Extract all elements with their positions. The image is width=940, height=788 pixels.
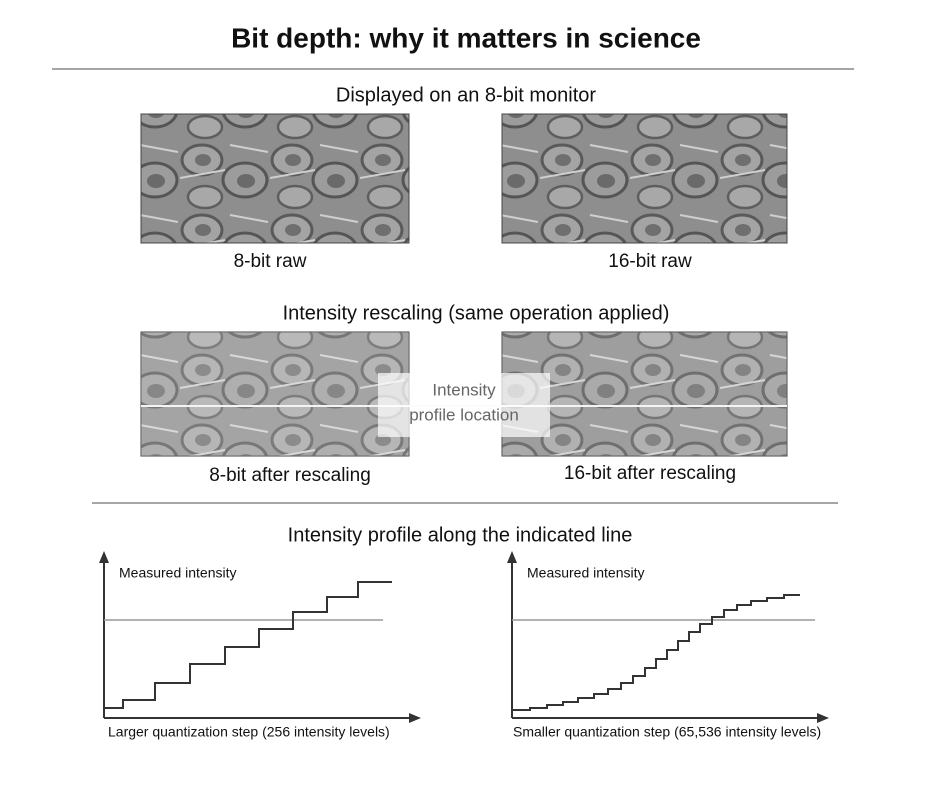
- rescale-tint: [141, 332, 409, 456]
- axis-label: Measured intensity: [527, 565, 645, 581]
- cell-image: [140, 331, 410, 457]
- caption: Larger quantization step (256 intensity …: [108, 724, 390, 740]
- cell-image: [140, 113, 410, 244]
- caption: 8-bit raw: [234, 251, 307, 272]
- axis-label: Measured intensity: [119, 565, 237, 581]
- section-heading: Intensity profile along the indicated li…: [288, 524, 633, 546]
- section-heading: Displayed on an 8-bit monitor: [336, 84, 596, 106]
- overlay-text: Intensity: [432, 380, 496, 399]
- caption: 16-bit raw: [608, 251, 692, 272]
- plot: [99, 551, 421, 723]
- caption: 8-bit after rescaling: [209, 465, 371, 486]
- caption: 16-bit after rescaling: [564, 463, 736, 484]
- cell-image: [501, 113, 788, 244]
- caption: Smaller quantization step (65,536 intens…: [513, 724, 821, 740]
- plot: [507, 551, 829, 723]
- title: Bit depth: why it matters in science: [231, 22, 701, 53]
- section-heading: Intensity rescaling (same operation appl…: [283, 302, 670, 324]
- overlay-text: profile location: [409, 405, 519, 424]
- overlay-box: [378, 373, 550, 437]
